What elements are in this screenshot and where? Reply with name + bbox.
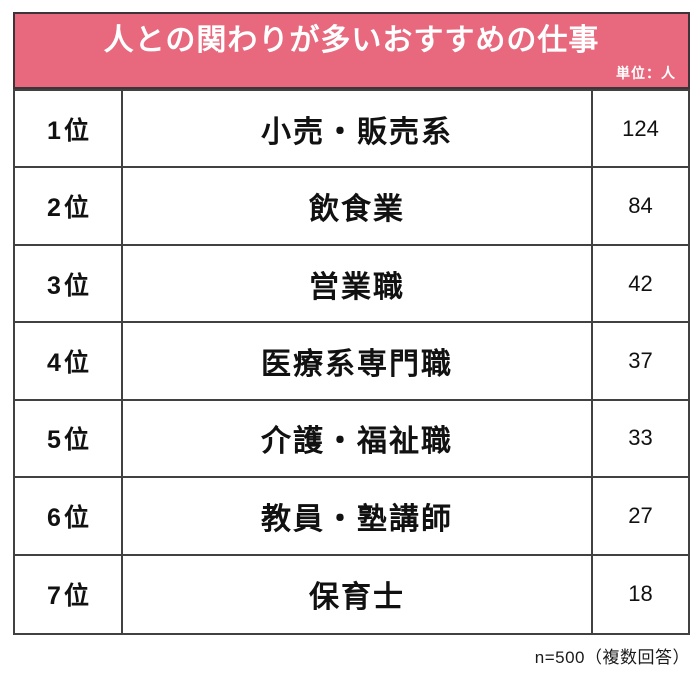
rank-cell: 4位: [15, 323, 123, 399]
table-row: 2位 飲食業 84: [15, 168, 688, 246]
table-row: 7位 保育士 18: [15, 555, 688, 633]
page-title: 人との関わりが多いおすすめの仕事: [103, 24, 600, 57]
count-cell: 84: [628, 193, 653, 219]
job-cell: 介護・福祉職: [123, 400, 593, 477]
rank-cell: 3位: [15, 245, 123, 322]
title-banner: 人との関わりが多いおすすめの仕事 単位：人: [13, 12, 690, 89]
count-cell: 27: [628, 502, 653, 528]
rank-cell: 5位: [15, 400, 123, 477]
job-cell: 教員・塾講師: [123, 478, 593, 554]
ranking-table: 1位 小売・販売系 124 2位 飲食業 84 3位 営業職 42 4位 医療系…: [13, 89, 690, 635]
table-row: 4位 医療系専門職 37: [15, 323, 688, 401]
job-cell: 小売・販売系: [123, 91, 593, 167]
job-cell: 医療系専門職: [123, 323, 593, 399]
count-cell: 37: [628, 347, 653, 373]
job-cell: 営業職: [123, 245, 593, 322]
count-cell: 42: [628, 270, 653, 296]
count-cell: 124: [622, 115, 659, 141]
count-cell: 18: [628, 581, 653, 607]
rank-cell: 6位: [15, 478, 123, 554]
job-cell: 保育士: [123, 555, 593, 633]
rank-cell: 2位: [15, 168, 123, 244]
table-row: 3位 営業職 42: [15, 245, 688, 324]
table-row: 6位 教員・塾講師 27: [15, 478, 688, 556]
count-cell: 33: [628, 425, 653, 451]
sample-note: n=500（複数回答）: [534, 648, 690, 667]
unit-label: 単位：人: [616, 65, 676, 81]
table-row: 1位 小売・販売系 124: [15, 91, 688, 169]
rank-cell: 1位: [15, 91, 123, 167]
rank-cell: 7位: [15, 555, 123, 633]
job-cell: 飲食業: [123, 168, 593, 244]
table-row: 5位 介護・福祉職 33: [15, 400, 688, 479]
